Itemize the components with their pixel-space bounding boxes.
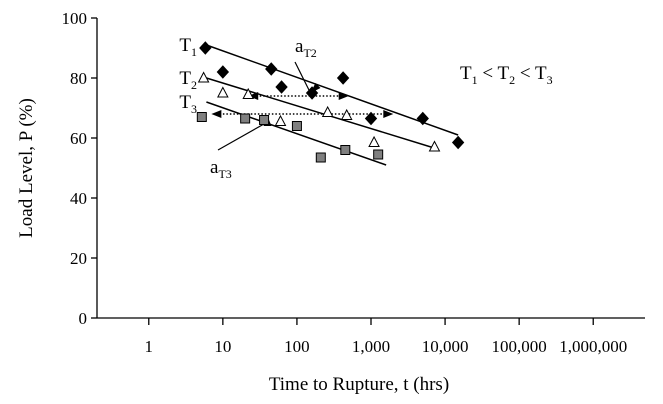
text-part: 1 [145, 337, 154, 356]
text-part: < [515, 63, 535, 84]
shift-arrowhead [338, 92, 349, 100]
text-part: 60 [70, 129, 87, 148]
fit-line [206, 101, 387, 166]
data-points [196, 41, 465, 163]
square-point [240, 113, 251, 124]
text-part: Load Level, P (%) [16, 98, 37, 238]
text-part: T [179, 92, 191, 113]
x-axis-title: Time to Rupture, t (hrs) [269, 374, 449, 395]
text-part: 100,000 [492, 337, 547, 356]
leader-line [294, 61, 311, 94]
shift-label: aT3 [210, 157, 232, 181]
x-tick-label: 100,000 [492, 337, 547, 356]
text-subscript: 3 [547, 73, 553, 87]
plot-area [91, 17, 645, 325]
text-part: 40 [70, 189, 87, 208]
x-tick-label: 1,000 [352, 337, 390, 356]
square-point [291, 121, 302, 131]
x-tick-label: 1,000,000 [559, 337, 627, 356]
text-part: 20 [70, 249, 87, 268]
text-part: Time to Rupture, t (hrs) [269, 374, 449, 395]
text-subscript: 2 [509, 73, 515, 87]
text-part: T [497, 63, 509, 84]
text-subscript: 3 [191, 102, 197, 116]
leader-line [217, 121, 268, 151]
shift-arrows [211, 61, 394, 151]
triangle-point [242, 87, 255, 99]
shift-arrowhead [383, 110, 394, 118]
text-part: a [295, 36, 304, 57]
x-tick-label: 10 [214, 337, 231, 356]
text-subscript: T2 [303, 46, 316, 60]
text-part: T [179, 35, 191, 56]
text-part: a [210, 157, 219, 178]
fit-line [206, 77, 437, 150]
text-part: < [478, 63, 498, 84]
diamond-point [336, 71, 350, 85]
y-tick-label: 0 [79, 309, 88, 328]
square-point [196, 112, 207, 122]
text-part: 100 [284, 337, 310, 356]
triangle-point [321, 105, 334, 117]
triangle-point [217, 86, 229, 98]
diamond-point [199, 41, 212, 55]
series-label: T1 [179, 35, 197, 59]
triangle-point [340, 108, 353, 120]
text-part: T [535, 63, 547, 84]
triangle-point [197, 71, 210, 83]
diamond-point [451, 135, 465, 150]
y-tick-label: 60 [70, 129, 87, 148]
y-tick-label: 100 [62, 9, 88, 28]
text-subscript: T3 [218, 167, 231, 181]
series-label: T3 [179, 92, 197, 116]
diamond-point [265, 62, 278, 76]
triangle-point [368, 135, 380, 147]
diamond-point [275, 80, 288, 94]
y-tick-label: 40 [70, 189, 87, 208]
text-part: 1,000 [352, 337, 390, 356]
text-subscript: 1 [191, 45, 197, 59]
shift-arrowhead [248, 92, 259, 100]
text-part: 10,000 [422, 337, 469, 356]
square-point [340, 145, 351, 155]
y-tick-label: 80 [70, 69, 87, 88]
fit-line [206, 44, 459, 136]
x-tick-label: 100 [284, 337, 310, 356]
fit-lines [206, 44, 459, 166]
y-tick-label: 20 [70, 249, 87, 268]
triangle-point [428, 140, 441, 152]
text-part: T [460, 63, 472, 84]
text-part: T [179, 68, 191, 89]
triangle-point [274, 114, 287, 126]
text-part: 100 [62, 9, 88, 28]
chart-text: 0 20 40 60 80 100 1 10 100 1,000 10,000 100,000 1,00… [16, 9, 627, 395]
diamond-point [416, 111, 429, 126]
diamond-point [364, 111, 378, 126]
text-part: 1,000,000 [559, 337, 627, 356]
x-tick-label: 10,000 [422, 337, 469, 356]
text-subscript: 2 [191, 78, 197, 92]
diamond-point [305, 86, 319, 100]
text-part: 0 [79, 309, 88, 328]
text-part: 80 [70, 69, 87, 88]
square-point [259, 115, 270, 125]
x-tick-label: 1 [145, 337, 154, 356]
y-axis-title: Load Level, P (%) [16, 98, 37, 238]
square-point [373, 149, 384, 160]
diamond-point [216, 65, 230, 79]
text-subscript: 1 [472, 73, 478, 87]
temperature-order-annotation: T1 < T2 < T3 [460, 63, 553, 87]
shift-label: aT2 [295, 36, 317, 60]
shift-arrowhead [211, 110, 222, 118]
series-label: T2 [179, 68, 197, 92]
text-part: 10 [214, 337, 231, 356]
square-point [315, 152, 326, 163]
